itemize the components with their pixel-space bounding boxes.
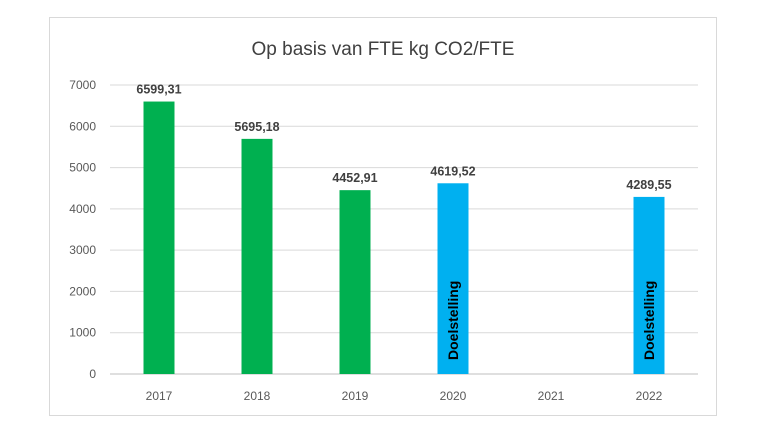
data-label: 4619,52 bbox=[430, 164, 475, 178]
y-tick-label: 7000 bbox=[69, 78, 96, 92]
data-label: 4452,91 bbox=[332, 171, 377, 185]
x-tick-label: 2019 bbox=[342, 389, 369, 403]
data-label: 4289,55 bbox=[626, 178, 671, 192]
x-tick-label: 2022 bbox=[636, 389, 663, 403]
chart-title: Op basis van FTE kg CO2/FTE bbox=[251, 39, 515, 60]
bar bbox=[437, 183, 469, 374]
x-tick-label: 2018 bbox=[244, 389, 271, 403]
x-tick-label: 2017 bbox=[146, 389, 173, 403]
bar bbox=[339, 190, 371, 374]
x-tick-label: 2021 bbox=[538, 389, 565, 403]
bar-inner-label: Doelstelling bbox=[641, 281, 657, 360]
bar bbox=[143, 101, 175, 374]
y-tick-label: 4000 bbox=[69, 202, 96, 216]
y-tick-label: 5000 bbox=[69, 161, 96, 175]
y-tick-label: 1000 bbox=[69, 326, 96, 340]
y-tick-label: 6000 bbox=[69, 119, 96, 133]
data-label: 5695,18 bbox=[234, 120, 279, 134]
y-tick-label: 3000 bbox=[69, 243, 96, 257]
bar bbox=[633, 196, 665, 374]
y-tick-label: 0 bbox=[89, 367, 96, 381]
y-tick-label: 2000 bbox=[69, 284, 96, 298]
bar bbox=[241, 138, 273, 374]
bar-inner-label: Doelstelling bbox=[445, 281, 461, 360]
x-tick-label: 2020 bbox=[440, 389, 467, 403]
data-label: 6599,31 bbox=[136, 83, 181, 97]
